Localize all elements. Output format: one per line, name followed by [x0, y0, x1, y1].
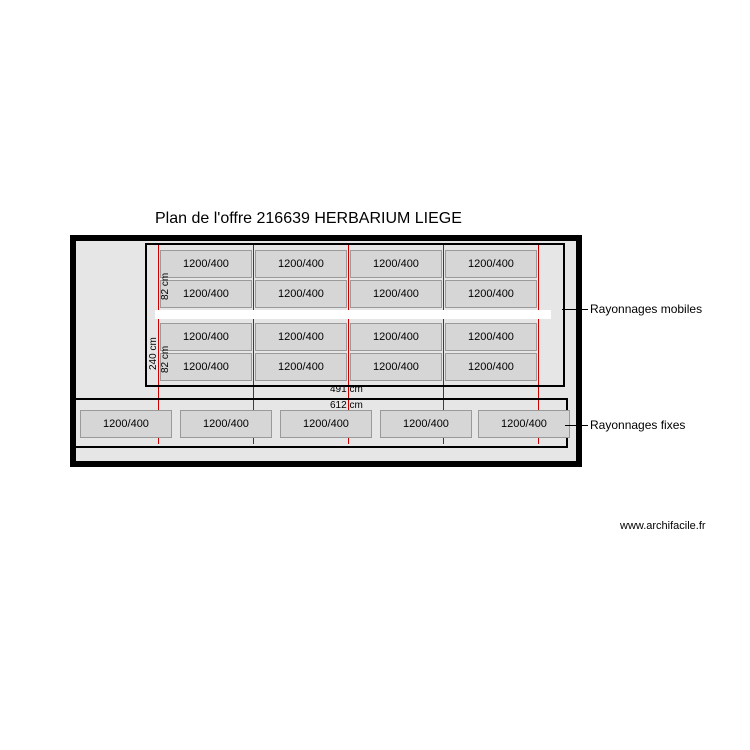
- fixed-shelf-3: 1200/400: [380, 410, 472, 438]
- mobile-shelf-r3-c3: 1200/400: [445, 353, 537, 381]
- callout-fixed: Rayonnages fixes: [590, 418, 685, 432]
- credit-link: www.archifacile.fr: [620, 520, 706, 532]
- mobile-shelf-r1-c2: 1200/400: [350, 280, 442, 308]
- callout-mobile: Rayonnages mobiles: [590, 302, 702, 316]
- mobile-shelf-r0-c0: 1200/400: [160, 250, 252, 278]
- mobile-shelf-r1-c3: 1200/400: [445, 280, 537, 308]
- mobile-shelf-r2-c0: 1200/400: [160, 323, 252, 351]
- callout-rule-mobile: [562, 309, 588, 310]
- dimension-width-491: 491 cm: [330, 384, 363, 395]
- mobile-shelf-r1-c0: 1200/400: [160, 280, 252, 308]
- mobile-shelf-r2-c1: 1200/400: [255, 323, 347, 351]
- fixed-shelf-4: 1200/400: [478, 410, 570, 438]
- mobile-shelf-r3-c0: 1200/400: [160, 353, 252, 381]
- mobile-shelf-r0-c3: 1200/400: [445, 250, 537, 278]
- mobile-shelf-r3-c2: 1200/400: [350, 353, 442, 381]
- dimension-height-240: 240 cm: [148, 337, 159, 370]
- fixed-shelf-1: 1200/400: [180, 410, 272, 438]
- mobile-aisle: [155, 310, 551, 319]
- mobile-shelf-r0-c1: 1200/400: [255, 250, 347, 278]
- dimension-height-82a: 82 cm: [160, 273, 171, 300]
- dimension-height-82b: 82 cm: [160, 346, 171, 373]
- mobile-shelf-r2-c2: 1200/400: [350, 323, 442, 351]
- dimension-width-612: 612 cm: [330, 400, 363, 411]
- mobile-shelf-r0-c2: 1200/400: [350, 250, 442, 278]
- mobile-shelf-r3-c1: 1200/400: [255, 353, 347, 381]
- fixed-shelf-0: 1200/400: [80, 410, 172, 438]
- mobile-shelf-r2-c3: 1200/400: [445, 323, 537, 351]
- fixed-shelf-2: 1200/400: [280, 410, 372, 438]
- mobile-shelf-r1-c1: 1200/400: [255, 280, 347, 308]
- plan-title: Plan de l'offre 216639 HERBARIUM LIEGE: [155, 210, 462, 228]
- callout-rule-fixed: [565, 425, 588, 426]
